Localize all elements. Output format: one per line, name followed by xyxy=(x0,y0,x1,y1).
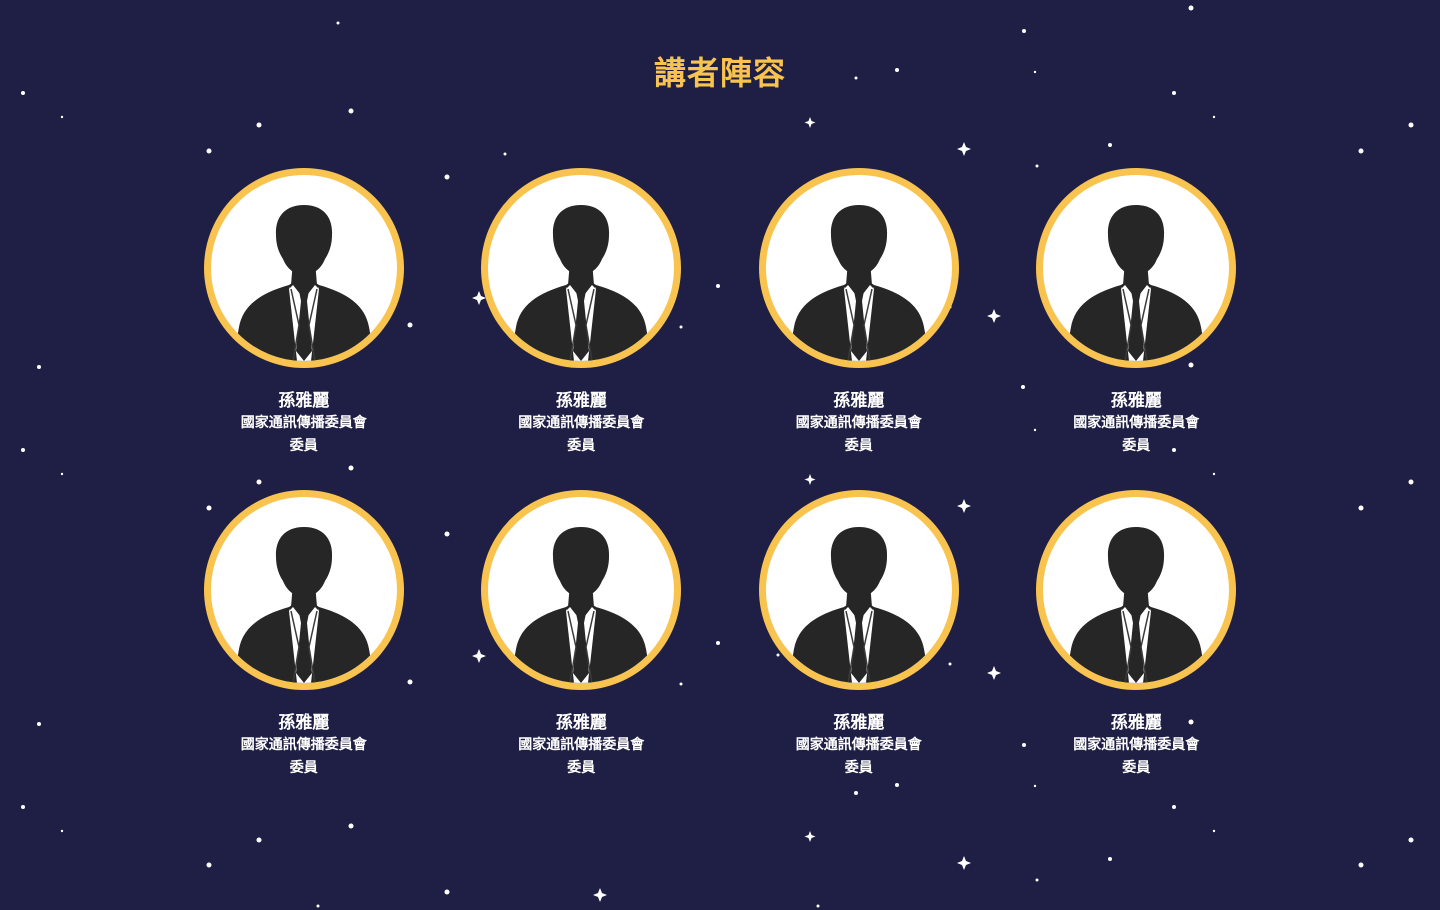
person-silhouette-icon xyxy=(510,527,653,683)
avatar-frame xyxy=(765,497,952,683)
speaker-organization: 國家通訊傳播委員會 xyxy=(795,737,922,753)
speaker-organization: 國家通訊傳播委員會 xyxy=(518,415,645,431)
avatar-frame xyxy=(765,175,952,361)
speaker-title: 委員 xyxy=(1122,438,1151,454)
person-silhouette-icon xyxy=(787,205,930,361)
speaker-name: 孫雅麗 xyxy=(833,713,885,733)
speaker-title: 委員 xyxy=(844,438,873,454)
speaker-title: 委員 xyxy=(289,760,318,776)
person-silhouette-icon xyxy=(1065,527,1208,683)
person-silhouette-icon xyxy=(1065,205,1208,361)
avatar-frame xyxy=(488,497,675,683)
avatar[interactable] xyxy=(758,490,959,690)
speaker-card[interactable]: 孫雅麗 國家通訊傳播委員會 委員 xyxy=(720,490,998,780)
speaker-title: 委員 xyxy=(567,760,596,776)
avatar-frame xyxy=(210,175,397,361)
speaker-organization: 國家通訊傳播委員會 xyxy=(1073,737,1200,753)
person-silhouette-icon xyxy=(510,205,653,361)
avatar-frame xyxy=(1043,497,1230,683)
person-silhouette-icon xyxy=(787,527,930,683)
speaker-grid: 孫雅麗 國家通訊傳播委員會 委員 xyxy=(165,168,1275,780)
speaker-name: 孫雅麗 xyxy=(1110,391,1162,411)
speaker-card[interactable]: 孫雅麗 國家通訊傳播委員會 委員 xyxy=(720,168,998,458)
avatar[interactable] xyxy=(481,168,682,368)
speaker-card[interactable]: 孫雅麗 國家通訊傳播委員會 委員 xyxy=(998,490,1276,780)
avatar[interactable] xyxy=(481,490,682,690)
person-silhouette-icon xyxy=(232,205,375,361)
avatar[interactable] xyxy=(758,168,959,368)
speaker-name: 孫雅麗 xyxy=(1110,713,1162,733)
speaker-title: 委員 xyxy=(567,438,596,454)
speaker-organization: 國家通訊傳播委員會 xyxy=(240,415,367,431)
avatar[interactable] xyxy=(1036,490,1237,690)
avatar-frame xyxy=(488,175,675,361)
speaker-organization: 國家通訊傳播委員會 xyxy=(518,737,645,753)
avatar-frame xyxy=(210,497,397,683)
speaker-name: 孫雅麗 xyxy=(833,391,885,411)
speaker-name: 孫雅麗 xyxy=(555,713,607,733)
speaker-organization: 國家通訊傳播委員會 xyxy=(795,415,922,431)
speaker-card[interactable]: 孫雅麗 國家通訊傳播委員會 委員 xyxy=(165,168,443,458)
speaker-name: 孫雅麗 xyxy=(278,391,330,411)
section-title: 講者陣容 xyxy=(653,54,786,92)
speaker-title: 委員 xyxy=(1122,760,1151,776)
avatar[interactable] xyxy=(1036,168,1237,368)
avatar[interactable] xyxy=(203,168,404,368)
speaker-card[interactable]: 孫雅麗 國家通訊傳播委員會 委員 xyxy=(443,490,721,780)
speaker-organization: 國家通訊傳播委員會 xyxy=(240,737,367,753)
speaker-name: 孫雅麗 xyxy=(555,391,607,411)
speaker-card[interactable]: 孫雅麗 國家通訊傳播委員會 委員 xyxy=(165,490,443,780)
speaker-organization: 國家通訊傳播委員會 xyxy=(1073,415,1200,431)
speaker-card[interactable]: 孫雅麗 國家通訊傳播委員會 委員 xyxy=(443,168,721,458)
speaker-name: 孫雅麗 xyxy=(278,713,330,733)
speaker-title: 委員 xyxy=(289,438,318,454)
speaker-card[interactable]: 孫雅麗 國家通訊傳播委員會 委員 xyxy=(998,168,1276,458)
person-silhouette-icon xyxy=(232,527,375,683)
speaker-title: 委員 xyxy=(844,760,873,776)
avatar[interactable] xyxy=(203,490,404,690)
avatar-frame xyxy=(1043,175,1230,361)
